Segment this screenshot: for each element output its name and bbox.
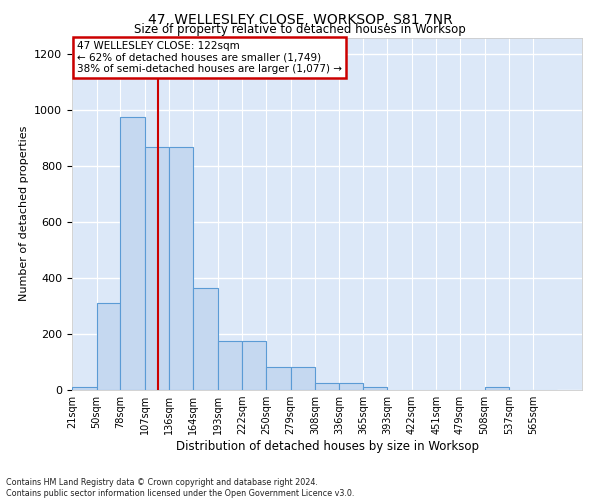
Bar — [193, 288, 218, 390]
Bar — [97, 304, 120, 390]
Bar — [364, 386, 387, 390]
Bar — [242, 341, 266, 390]
Y-axis label: Number of detached properties: Number of detached properties — [19, 126, 29, 302]
Bar — [339, 383, 364, 390]
Text: Contains HM Land Registry data © Crown copyright and database right 2024.
Contai: Contains HM Land Registry data © Crown c… — [6, 478, 355, 498]
Bar — [485, 386, 509, 390]
Bar — [169, 146, 193, 390]
Text: Size of property relative to detached houses in Worksop: Size of property relative to detached ho… — [134, 22, 466, 36]
Text: 47, WELLESLEY CLOSE, WORKSOP, S81 7NR: 47, WELLESLEY CLOSE, WORKSOP, S81 7NR — [148, 12, 452, 26]
Bar — [72, 386, 97, 390]
Text: 47 WELLESLEY CLOSE: 122sqm
← 62% of detached houses are smaller (1,749)
38% of s: 47 WELLESLEY CLOSE: 122sqm ← 62% of deta… — [77, 41, 342, 74]
Bar — [266, 367, 290, 390]
Bar — [290, 367, 315, 390]
Bar — [120, 117, 145, 390]
Bar — [145, 146, 169, 390]
Bar — [218, 341, 242, 390]
X-axis label: Distribution of detached houses by size in Worksop: Distribution of detached houses by size … — [176, 440, 479, 453]
Bar — [315, 383, 339, 390]
